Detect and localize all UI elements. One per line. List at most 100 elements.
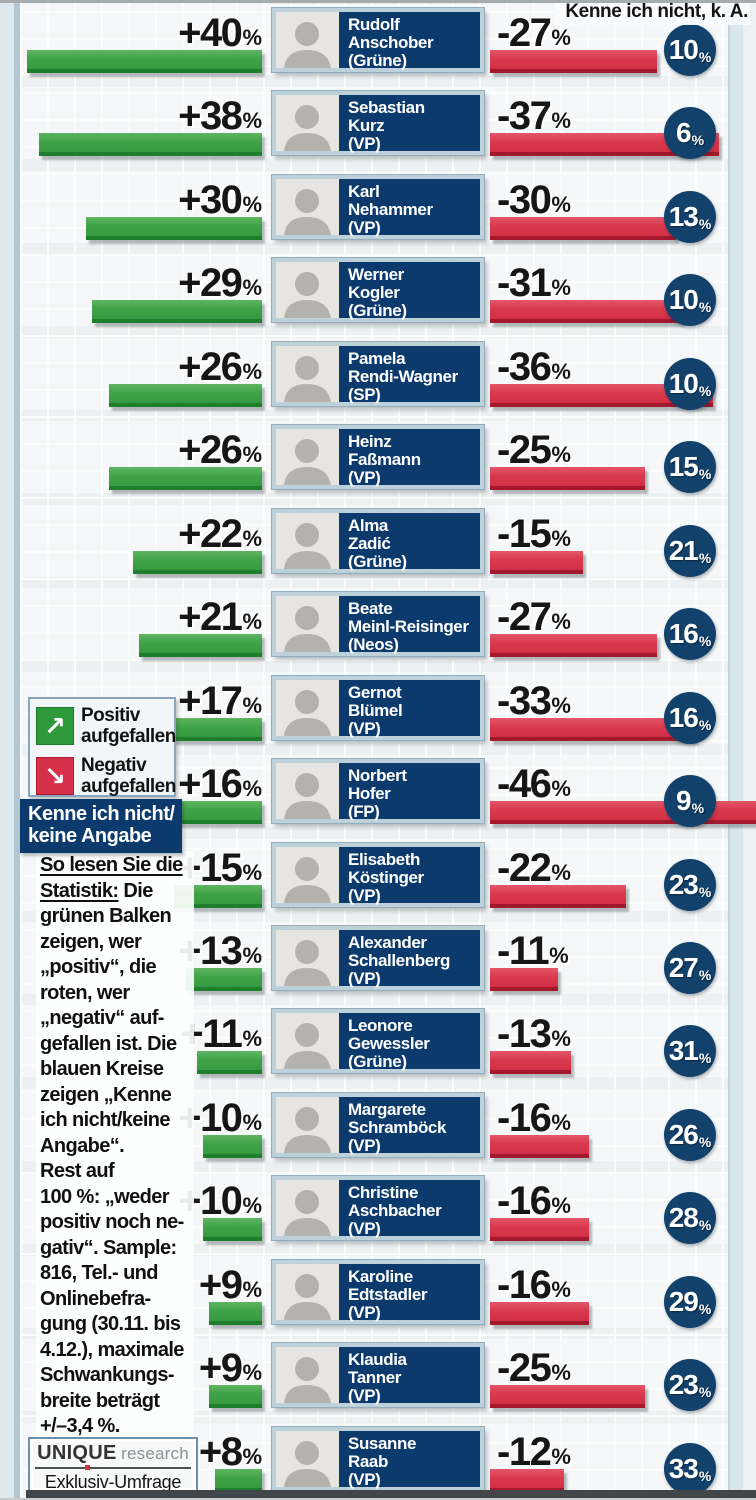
right-margin-rest: [743, 3, 756, 1500]
first-name: Karl: [348, 181, 380, 201]
negative-bar: [490, 967, 558, 991]
positive-label: +26%: [178, 429, 262, 470]
first-name: Alexander: [348, 932, 427, 952]
person-icon: [276, 929, 339, 986]
first-name: Beate: [348, 599, 393, 619]
bottom-border: [26, 1490, 756, 1498]
photo-frame: Norbert Hofer (FP): [271, 758, 485, 825]
person-icon: [276, 1430, 339, 1487]
negative-value: -15: [497, 511, 552, 556]
positive-bar: [133, 550, 262, 574]
positive-value: +9: [198, 1346, 243, 1391]
legend-negative-label: Negativ aufgefallen: [81, 755, 176, 797]
politician-photo: [276, 12, 339, 68]
percent-sign: %: [551, 1193, 571, 1219]
negative-label: -25%: [497, 1347, 571, 1388]
politician-row: +22% Alma Zadić (Grüne) -15% 21%: [0, 504, 756, 579]
percent-sign: %: [698, 883, 712, 900]
source-tagline: Exklusiv-Umfrage: [44, 1472, 182, 1492]
unknown-value: 23: [668, 868, 699, 900]
negative-bar: [490, 300, 682, 324]
name-plate: Heinz Faßmann (VP): [339, 429, 480, 487]
unknown-value: 21: [668, 534, 699, 566]
photo-frame: Alexander Schallenberg (VP): [271, 924, 485, 991]
photo-frame: Karoline Edtstadler (VP): [271, 1258, 485, 1325]
person-icon: [276, 763, 339, 820]
positive-value: +22: [178, 511, 243, 556]
last-name: Meinl-Reisinger: [348, 617, 469, 637]
party-label: (VP): [348, 1135, 381, 1155]
positive-value: +9: [198, 1262, 243, 1307]
percent-sign: %: [242, 191, 262, 217]
name-plate: Alma Zadić (Grüne): [339, 512, 480, 570]
negative-label: -16%: [497, 1097, 571, 1138]
legend-item-positive: ↗ Positiv aufgefallen: [30, 703, 176, 749]
unknown-circle: 26%: [664, 1108, 716, 1161]
negative-label: -11%: [497, 930, 569, 971]
photo-frame: Susanne Raab (VP): [271, 1425, 485, 1492]
legend-box: ↗ Positiv aufgefallen ↘ Negativ aufgefal…: [28, 697, 176, 797]
legend-unknown-box: Kenne ich nicht/ keine Angabe: [20, 799, 182, 853]
positive-bar: [27, 50, 262, 73]
person-icon: [276, 1347, 339, 1404]
party-label: (Grüne): [348, 301, 407, 321]
explainer-intro: So lesen Sie die Statistik:: [40, 854, 183, 902]
left-margin-line: [14, 3, 20, 1500]
negative-value: -16: [497, 1262, 552, 1307]
arrow-up-right-icon: ↗: [36, 707, 74, 745]
last-name: Zadić: [348, 533, 391, 553]
percent-sign: %: [242, 1109, 262, 1135]
positive-bar: [86, 216, 262, 240]
first-name: Christine: [348, 1183, 419, 1203]
politician-row: +26% Heinz Faßmann (VP) -25% 15%: [0, 421, 756, 495]
unknown-value: 9: [675, 785, 692, 817]
positive-label: +17%: [178, 680, 262, 721]
party-label: (VP): [348, 1386, 381, 1406]
name-plate: Werner Kogler (Grüne): [339, 262, 480, 321]
first-name: Sebastian: [348, 98, 425, 118]
photo-frame: Gernot Blümel (VP): [271, 674, 485, 741]
positive-value: +30: [178, 177, 243, 222]
unknown-circle: 10%: [664, 274, 716, 327]
positive-bar: [215, 1468, 262, 1492]
photo-frame: Rudolf Anschober (Grüne): [271, 7, 485, 73]
person-icon: [276, 596, 339, 653]
unknown-circle: 21%: [664, 524, 716, 577]
person-icon: [276, 512, 339, 569]
photo-frame: Alma Zadić (Grüne): [271, 507, 485, 574]
positive-label: +21%: [178, 596, 262, 637]
percent-sign: %: [242, 1276, 262, 1302]
politician-photo: [276, 1263, 339, 1320]
last-name: Hofer: [348, 784, 391, 804]
photo-frame: Elisabeth Köstinger (VP): [271, 841, 485, 908]
party-label: (VP): [348, 885, 381, 905]
unknown-circle: 10%: [664, 357, 716, 410]
last-name: Kogler: [348, 283, 400, 303]
positive-bar: [109, 383, 262, 407]
photo-frame: Sebastian Kurz (VP): [271, 90, 485, 157]
positive-label: +9%: [198, 1262, 262, 1307]
percent-sign: %: [551, 525, 571, 551]
percent-sign: %: [698, 716, 712, 733]
negative-label: -36%: [497, 346, 571, 387]
unknown-circle: 15%: [664, 441, 716, 494]
photo-frame: Karl Nehammer (VP): [271, 173, 485, 240]
positive-bar: [203, 1218, 262, 1242]
last-name: Tanner: [348, 1368, 402, 1388]
unknown-value: 10: [668, 284, 699, 316]
unknown-circle: 16%: [664, 691, 716, 744]
percent-sign: %: [551, 692, 571, 718]
unknown-circle: 13%: [664, 190, 716, 243]
percent-sign: %: [698, 1467, 712, 1484]
photo-frame: Beate Meinl-Reisinger (Neos): [271, 591, 485, 658]
person-icon: [276, 345, 339, 402]
negative-label: -33%: [497, 680, 571, 721]
person-icon: [276, 1263, 339, 1320]
politician-photo: [276, 596, 339, 653]
percent-sign: %: [551, 358, 571, 384]
negative-value: -25: [497, 428, 552, 473]
last-name: Schramböck: [348, 1117, 447, 1137]
first-name: Leonore: [348, 1016, 413, 1036]
positive-bar: [139, 634, 262, 658]
